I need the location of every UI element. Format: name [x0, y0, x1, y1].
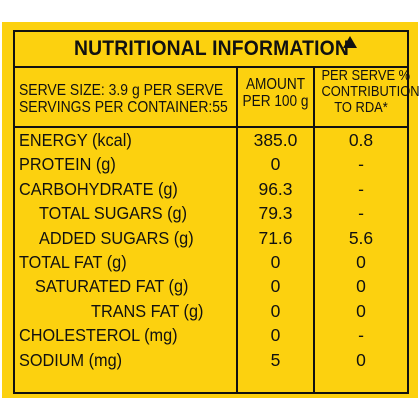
rda-header-line3: TO RDA* [334, 99, 388, 116]
rda-value: 5.6 [348, 227, 374, 248]
amount-value: 5 [270, 349, 281, 370]
serve-info: SERVE SIZE: 3.9 g PER SERVE SERVINGS PER… [19, 82, 228, 116]
nutrient-name: ENERGY (kcal) [19, 130, 132, 150]
column-divider [236, 68, 238, 392]
column-divider [313, 68, 315, 392]
table-title: NUTRITIONAL INFORMATION [73, 37, 349, 60]
rda-value: - [358, 154, 364, 175]
amount-header: AMOUNT PER 100 g [243, 76, 309, 110]
nutrient-name: TOTAL FAT (g) [19, 251, 127, 272]
rda-value: - [358, 178, 364, 199]
amount-value: 0 [270, 300, 281, 321]
amount-value: 0 [270, 276, 281, 297]
table-row: ADDED SUGARS (g) 71.6 5.6 [15, 226, 407, 250]
servings-label: SERVINGS PER CONTAINER:55 [19, 99, 228, 116]
rda-header-line1: PER SERVE % [321, 67, 411, 84]
serve-size-label: SERVE SIZE: 3.9 g PER SERVE [19, 82, 224, 99]
rda-value: - [358, 203, 364, 224]
nutrient-name: CARBOHYDRATE (g) [19, 178, 178, 199]
nutrient-name: SATURATED FAT (g) [35, 276, 189, 297]
triangle-mark-icon [343, 36, 357, 48]
amount-value: 0 [270, 325, 281, 346]
nutrient-rows: ENERGY (kcal) 385.0 0.8 PROTEIN (g) 0 - … [15, 128, 407, 372]
rda-value: 0 [356, 349, 366, 370]
amount-value: 71.6 [258, 227, 293, 248]
amount-value: 385.0 [253, 130, 298, 150]
table-row: TRANS FAT (g) 0 0 [15, 299, 407, 323]
amount-value: 0 [270, 154, 281, 175]
nutrient-name: PROTEIN (g) [19, 154, 116, 175]
table-row: SATURATED FAT (g) 0 0 [15, 274, 407, 298]
amount-header-line1: AMOUNT [245, 76, 306, 93]
nutrient-name: TOTAL SUGARS (g) [39, 203, 188, 224]
rda-value: 0.8 [348, 130, 374, 150]
table-row: CARBOHYDRATE (g) 96.3 - [15, 177, 407, 201]
rda-value: 0 [356, 276, 366, 297]
table-row: CHOLESTEROL (mg) 0 - [15, 323, 407, 347]
table-row: PROTEIN (g) 0 - [15, 152, 407, 176]
table-row: TOTAL FAT (g) 0 0 [15, 250, 407, 274]
rda-header: PER SERVE % CONTRIBUTION TO RDA* [321, 67, 420, 116]
nutrient-name: CHOLESTEROL (mg) [19, 325, 178, 346]
rda-value: - [358, 325, 364, 346]
nutrition-panel: NUTRITIONAL INFORMATION SERVE SIZE: 3.9 … [2, 22, 420, 398]
nutrient-name: SODIUM (mg) [19, 349, 123, 370]
table-title-row: NUTRITIONAL INFORMATION [15, 32, 407, 68]
amount-value: 96.3 [258, 178, 293, 199]
nutrient-name: ADDED SUGARS (g) [39, 227, 194, 248]
amount-value: 79.3 [258, 203, 293, 224]
nutrient-name: TRANS FAT (g) [91, 300, 204, 321]
rda-header-line2: CONTRIBUTION [321, 83, 420, 100]
table-row: ENERGY (kcal) 385.0 0.8 [15, 128, 407, 152]
nutrition-table: NUTRITIONAL INFORMATION SERVE SIZE: 3.9 … [13, 30, 420, 394]
table-row: SODIUM (mg) 5 0 [15, 348, 407, 372]
amount-header-line2: PER 100 g [242, 93, 309, 110]
amount-value: 0 [270, 251, 281, 272]
table-header-row: SERVE SIZE: 3.9 g PER SERVE SERVINGS PER… [15, 67, 420, 128]
rda-value: 0 [356, 300, 366, 321]
rda-value: 0 [356, 251, 366, 272]
table-row: TOTAL SUGARS (g) 79.3 - [15, 201, 407, 225]
